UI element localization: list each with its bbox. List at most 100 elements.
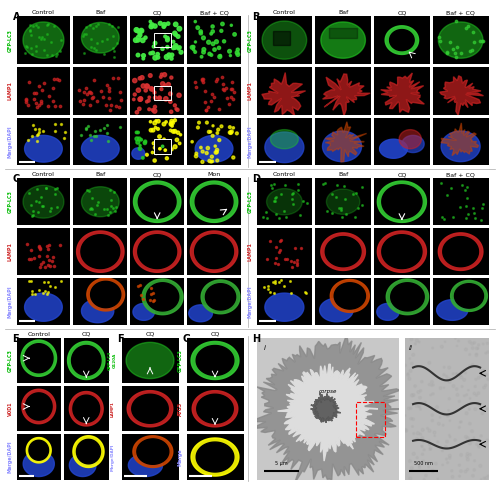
Point [418,378,426,385]
Point [421,398,429,406]
Point [154,117,162,125]
Point [39,202,47,210]
Point [410,430,418,437]
Text: B: B [252,12,260,22]
Point [444,375,452,382]
Point [134,282,142,290]
Point [166,90,174,98]
Polygon shape [443,237,478,267]
Polygon shape [195,136,233,162]
Point [402,426,409,434]
Point [36,245,44,252]
Point [34,101,42,109]
Point [92,23,100,30]
Point [56,242,64,249]
Point [154,50,162,58]
Point [324,207,332,215]
Point [172,44,179,52]
Point [149,298,157,305]
Point [138,295,146,302]
Point [415,338,423,346]
Point [458,181,466,189]
Point [205,128,213,136]
Polygon shape [191,341,239,380]
Point [271,194,279,202]
Point [200,34,207,42]
Point [288,195,296,203]
Point [210,46,218,54]
Text: F: F [118,334,124,344]
Point [216,52,224,59]
Point [212,38,220,46]
Point [226,129,234,136]
Point [80,96,88,104]
Point [442,443,450,451]
Point [108,23,116,30]
Point [415,402,423,410]
Point [428,411,436,419]
Point [174,106,182,114]
Point [163,53,171,61]
Point [114,74,122,82]
Polygon shape [436,300,468,320]
Point [444,412,452,420]
Polygon shape [330,279,370,312]
Point [426,441,434,449]
Point [106,106,114,113]
Point [144,97,152,105]
Point [480,366,488,374]
Point [277,236,285,244]
Polygon shape [23,185,64,218]
Point [416,464,424,471]
Point [132,26,140,34]
Point [409,351,417,359]
Point [106,208,114,216]
Point [154,125,162,133]
Point [102,35,110,43]
Point [413,337,421,345]
Point [468,340,476,348]
Point [478,409,486,417]
Point [448,473,456,481]
Point [144,82,152,90]
Polygon shape [321,22,366,58]
Title: CQ: CQ [152,172,162,177]
Point [208,27,216,35]
Point [466,47,474,55]
Point [482,382,490,389]
Point [477,432,485,440]
Point [228,22,235,29]
Point [84,187,92,195]
Point [466,351,473,358]
Point [281,255,289,263]
Point [215,44,223,52]
Point [404,371,412,379]
Point [446,433,454,441]
Point [479,37,487,45]
Point [36,245,44,253]
Point [30,211,38,219]
Point [197,144,205,152]
Point [483,405,491,413]
Point [225,101,233,109]
Point [109,75,117,82]
Polygon shape [326,189,360,215]
Point [150,296,158,304]
Point [160,23,168,30]
Text: ii: ii [409,345,413,351]
Text: LAMP1: LAMP1 [8,82,12,100]
Point [452,334,460,342]
Point [474,341,482,349]
Point [33,136,41,144]
Point [88,205,96,213]
Point [468,361,476,369]
Point [230,124,237,132]
Point [135,135,143,143]
Point [446,452,454,460]
Title: Control: Control [32,10,55,15]
Point [133,109,141,116]
Point [32,197,40,205]
Point [444,407,452,414]
Point [321,179,329,187]
Point [443,48,451,55]
